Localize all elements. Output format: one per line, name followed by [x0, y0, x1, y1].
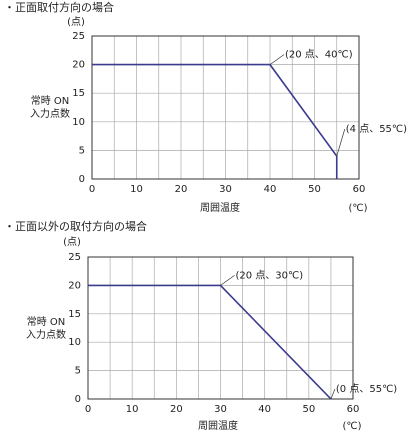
annotation-leader — [330, 388, 336, 400]
annotation-leader — [336, 129, 346, 157]
y-tick-label: 10 — [68, 337, 81, 348]
annotation: (20 点、40℃) — [285, 49, 353, 61]
y-unit: (点) — [63, 236, 81, 248]
x-tick-label: 60 — [347, 404, 360, 415]
x-unit: (℃) — [342, 421, 361, 432]
y-tick-label: 5 — [75, 366, 81, 377]
x-tick-label: 60 — [353, 184, 366, 195]
y-tick-label: 10 — [72, 117, 85, 128]
x-tick-label: 10 — [126, 404, 139, 415]
x-axis-label: 周囲温度 — [200, 201, 240, 214]
x-tick-label: 30 — [214, 404, 227, 415]
annotation-leader — [220, 275, 235, 286]
y-axis-label: 常時 ON — [27, 315, 66, 328]
y-tick-label: 15 — [72, 88, 85, 99]
y-axis-label: 入力点数 — [30, 107, 70, 120]
x-tick-label: 40 — [264, 184, 277, 195]
y-axis-label: 常時 ON — [31, 94, 70, 107]
x-axis-label: 周囲温度 — [198, 419, 238, 432]
y-tick-label: 25 — [72, 31, 85, 42]
y-tick-label: 15 — [68, 309, 81, 320]
data-line — [92, 63, 338, 179]
annotation: (4 点、55℃) — [346, 123, 407, 135]
annotation: (20 点、30℃) — [236, 269, 304, 281]
x-tick-label: 20 — [170, 404, 183, 415]
y-tick-label: 20 — [72, 60, 85, 71]
y-tick-label: 0 — [75, 394, 81, 405]
chart-title: ・正面取付方向の場合 — [4, 0, 114, 14]
x-unit: (℃) — [348, 203, 367, 214]
y-tick-label: 20 — [68, 280, 81, 291]
x-tick-label: 50 — [302, 404, 315, 415]
chart-title: ・正面以外の取付方向の場合 — [4, 219, 147, 233]
x-tick-label: 40 — [258, 404, 271, 415]
y-tick-label: 25 — [68, 252, 81, 263]
x-tick-label: 20 — [175, 184, 188, 195]
plot-frame — [91, 35, 360, 180]
y-tick-label: 0 — [79, 174, 85, 185]
y-axis-label: 入力点数 — [26, 328, 66, 341]
plot-frame — [87, 256, 354, 400]
x-tick-label: 30 — [219, 184, 232, 195]
x-tick-label: 50 — [308, 184, 321, 195]
x-tick-label: 0 — [89, 184, 95, 195]
y-tick-label: 5 — [79, 145, 85, 156]
x-tick-label: 0 — [85, 404, 91, 415]
x-tick-label: 10 — [130, 184, 143, 195]
annotation-leader — [269, 54, 285, 65]
annotation: (0 点、55℃) — [336, 383, 397, 395]
y-unit: (点) — [67, 16, 85, 28]
